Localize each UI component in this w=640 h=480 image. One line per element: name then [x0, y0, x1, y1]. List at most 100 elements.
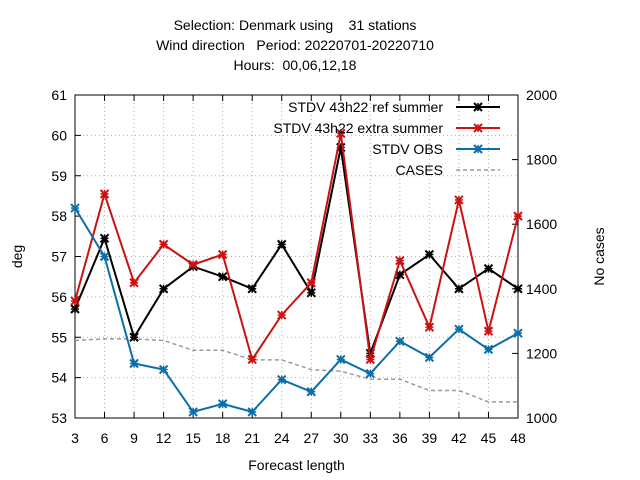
series-0: [70, 142, 523, 359]
series-2: [70, 203, 523, 417]
data-point: [336, 128, 346, 139]
y-tick-label: 55: [51, 329, 67, 345]
data-point: [188, 407, 198, 417]
data-point: [336, 354, 346, 365]
data-point: [365, 368, 376, 379]
y-tick-label: 60: [51, 127, 67, 143]
data-point: [129, 278, 139, 288]
data-point: [306, 278, 316, 288]
data-point: [188, 259, 198, 270]
series-line: [74, 338, 518, 403]
data-point: [217, 399, 228, 409]
legend-label: CASES: [396, 162, 443, 178]
y-tick-label: 59: [51, 168, 67, 184]
data-point: [306, 387, 316, 397]
y-tick-label: 53: [51, 410, 67, 426]
data-point: [513, 328, 523, 338]
chart-title-line-2: Wind direction Period: 20220701-20220710: [156, 37, 434, 53]
series-3: [74, 338, 518, 403]
data-point: [483, 326, 494, 336]
data-point: [277, 374, 287, 385]
data-point: [99, 189, 110, 199]
y2-tick-label: 1200: [526, 345, 557, 361]
chart-title-line-1: Selection: Denmark using 31 stations: [173, 17, 417, 33]
data-point: [158, 284, 169, 294]
data-point: [247, 354, 257, 365]
data-point: [365, 354, 376, 365]
data-point: [247, 284, 257, 294]
data-point: [395, 255, 405, 266]
legend-marker: [473, 123, 483, 133]
y2-tick-label: 1400: [526, 281, 557, 297]
data-point: [99, 233, 110, 244]
data-point: [158, 364, 169, 375]
chart-title-line-3: Hours: 00,06,12,18: [233, 57, 357, 73]
x-tick-label: 6: [101, 430, 109, 446]
data-point: [70, 304, 80, 314]
y-tick-label: 56: [51, 289, 67, 305]
y-tick-label: 54: [51, 370, 67, 386]
data-point: [277, 310, 287, 320]
data-point: [70, 296, 80, 306]
y2-tick-label: 1800: [526, 152, 557, 168]
data-point: [454, 284, 464, 294]
data-point: [454, 324, 464, 334]
series-line: [74, 147, 519, 354]
y2-axis-label: No cases: [591, 227, 607, 285]
legend-label: STDV OBS: [372, 141, 443, 157]
data-point: [158, 239, 169, 250]
legend-marker: [473, 144, 483, 154]
y-tick-label: 58: [51, 208, 67, 224]
data-point: [277, 239, 287, 250]
y-axis-label: deg: [9, 245, 25, 268]
data-point: [70, 203, 80, 213]
data-point: [217, 249, 228, 260]
x-tick-label: 39: [422, 430, 438, 446]
data-point: [129, 332, 139, 342]
data-point: [513, 211, 523, 221]
legend-label: STDV 43h22 extra summer: [273, 120, 443, 136]
x-tick-label: 42: [451, 430, 467, 446]
legend-marker: [473, 102, 483, 112]
data-point: [513, 284, 523, 294]
grid: [74, 94, 519, 419]
x-tick-label: 36: [392, 430, 408, 446]
x-tick-label: 33: [363, 430, 379, 446]
y2-tick-label: 1600: [526, 216, 557, 232]
data-point: [424, 322, 435, 332]
data-point: [424, 249, 435, 260]
x-tick-label: 24: [274, 430, 290, 446]
data-point: [217, 271, 228, 282]
series-1: [70, 128, 523, 365]
x-tick-label: 3: [71, 430, 79, 446]
y2-tick-label: 1000: [526, 410, 557, 426]
y-tick-label: 57: [51, 249, 67, 265]
data-point: [483, 344, 494, 355]
data-point: [454, 195, 464, 205]
series-line: [74, 207, 519, 414]
data-point: [483, 263, 494, 274]
y-tick-label: 61: [51, 87, 67, 103]
x-tick-label: 45: [481, 430, 497, 446]
legend-label: STDV 43h22 ref summer: [288, 99, 443, 115]
x-tick-label: 18: [215, 430, 231, 446]
series-group: [70, 128, 523, 417]
x-tick-label: 21: [244, 430, 260, 446]
data-point: [99, 251, 110, 262]
data-point: [247, 407, 257, 417]
data-point: [424, 352, 435, 363]
x-tick-label: 48: [510, 430, 526, 446]
x-tick-label: 15: [185, 430, 201, 446]
series-line: [74, 133, 519, 362]
x-tick-label: 27: [303, 430, 319, 446]
data-point: [395, 336, 405, 346]
x-tick-label: 9: [130, 430, 138, 446]
y2-tick-label: 2000: [526, 87, 557, 103]
x-axis-label: Forecast length: [248, 457, 345, 473]
data-point: [306, 288, 316, 298]
legend: STDV 43h22 ref summer STDV 43h22 extra su…: [273, 99, 500, 178]
x-tick-label: 30: [333, 430, 349, 446]
data-point: [129, 358, 139, 369]
